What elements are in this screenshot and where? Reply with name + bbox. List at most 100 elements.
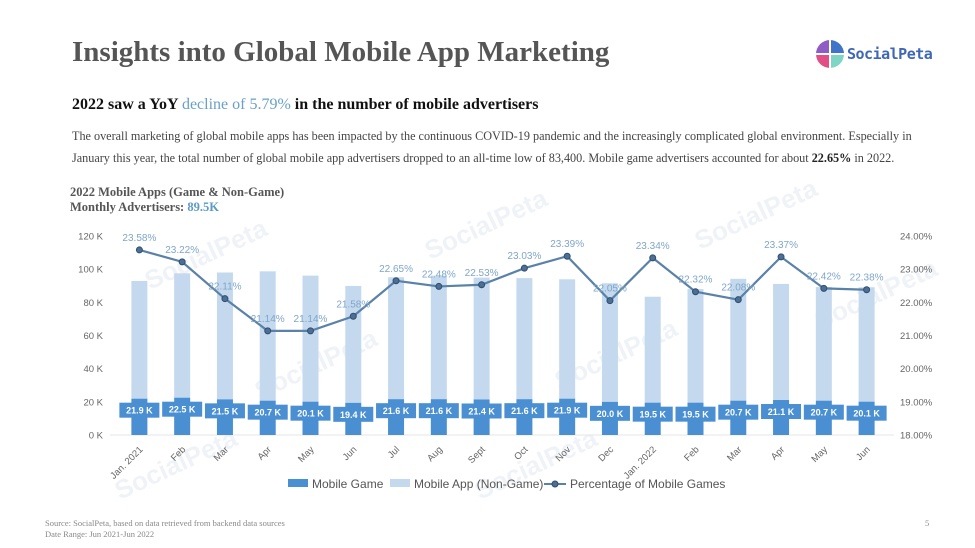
non-game-bar [858,287,875,402]
x-tick-label: Jun [341,444,360,463]
percentage-label: 23.34% [636,241,670,252]
y-left-tick-label: 100 K [78,265,103,276]
percentage-label: 23.03% [507,251,541,262]
x-tick-label: Feb [682,444,701,463]
game-value-box [376,403,417,419]
game-value-label: 21.5 K [212,406,239,416]
non-game-bar [259,271,276,401]
percentage-point [606,297,614,305]
chart-header: 2022 Mobile Apps (Game & Non-Game) Month… [70,185,284,215]
source-text: Source: SocialPeta, based on data retrie… [45,518,285,528]
non-game-bar [345,285,362,403]
percentage-point [135,246,143,254]
percentage-point [178,258,186,266]
percentage-point [307,327,314,335]
game-value-label: 20.7 K [725,408,752,418]
socialpeta-logo: SocialPeta [816,40,933,68]
y-left-tick-label: 80 K [83,298,103,309]
y-left-tick-label: 20 K [83,397,103,408]
x-tick-label: Apr [769,444,787,462]
y-right-tick-label: 20.00% [900,364,933,375]
legend-line-marker [551,480,559,488]
non-game-bar [601,283,618,402]
x-tick-label: Sept [466,444,488,466]
non-game-bar [516,278,533,400]
monthly-advertisers-value: 89.5K [187,200,219,214]
percentage-label: 21.14% [251,314,285,325]
game-value-label: 19.4 K [340,410,367,420]
page-number: 5 [925,518,930,528]
game-value-box [162,401,203,417]
subtitle: 2022 saw a YoY decline of 5.79% in the n… [72,96,538,114]
logo-text: SocialPeta [847,45,933,63]
non-game-bar [473,277,490,400]
percentage-point [221,295,229,303]
percentage-label: 23.22% [165,245,199,256]
non-game-bar [430,275,447,400]
non-game-bar [216,272,233,400]
x-tick-label: May [809,444,830,465]
y-left-tick-label: 60 K [83,331,103,342]
percentage-point [777,253,785,261]
game-value-box [718,404,759,420]
game-value-box [290,405,331,421]
game-value-label: 19.5 K [682,410,709,420]
game-value-label: 21.6 K [383,406,410,416]
percentage-label: 22.32% [679,275,713,286]
game-value-box [418,403,459,419]
game-value-box [504,403,545,419]
y-right-tick-label: 18.00% [900,431,933,442]
game-value-box [761,404,802,420]
percentage-label: 22.42% [807,271,841,282]
paragraph-text: The overall marketing of global mobile a… [72,129,912,165]
watermark-text: SocialPeta [690,172,822,255]
non-game-bar [559,279,576,399]
non-game-bar [131,280,148,399]
game-value-label: 21.6 K [426,406,453,416]
subtitle-prefix: 2022 saw a YoY [72,96,182,113]
game-value-label: 19.5 K [639,410,666,420]
subtitle-highlight: decline of 5.79% [181,96,291,113]
percentage-point [520,264,528,272]
chart-legend: Mobile Game Mobile App (Non-Game) Percenta… [288,477,725,491]
percentage-label: 22.05% [593,284,627,295]
non-game-bar [687,289,704,403]
percentage-point [264,327,272,335]
paragraph-end: in 2022. [851,151,895,165]
y-right-tick-label: 19.00% [900,397,933,408]
game-value-box [846,405,887,421]
game-value-box [204,403,245,419]
page-title: Insights into Global Mobile App Marketin… [72,36,610,68]
game-value-label: 22.5 K [169,405,196,415]
non-game-bar [174,273,191,398]
percentage-point [734,296,742,304]
game-value-box [589,405,630,421]
game-value-box [461,403,502,419]
non-game-bar [815,287,832,401]
percentage-label: 23.37% [764,240,798,251]
chart-header-line2: Monthly Advertisers: 89.5K [70,200,284,215]
non-game-bar [773,283,790,401]
non-game-bar [302,275,319,402]
legend-label-mobile-game: Mobile Game [312,477,384,491]
non-game-bar [388,277,405,400]
game-value-box [247,404,288,420]
x-tick-label: Aug [425,444,445,464]
percentage-label: 21.58% [336,299,370,310]
percentage-point [435,282,443,290]
percentage-point [692,288,699,296]
percentage-label: 23.58% [122,233,156,244]
x-tick-label: Apr [256,444,274,462]
non-game-bar [644,296,661,403]
game-value-box [547,402,588,418]
percentage-label: 22.53% [465,268,499,279]
y-right-tick-label: 23.00% [900,265,933,276]
game-value-box [119,402,160,418]
game-value-box [632,406,673,422]
game-value-box [675,406,716,422]
logo-icon [816,40,844,68]
summary-paragraph: The overall marketing of global mobile a… [72,125,922,169]
game-value-label: 20.0 K [597,409,624,419]
y-right-tick-label: 21.00% [900,331,933,342]
